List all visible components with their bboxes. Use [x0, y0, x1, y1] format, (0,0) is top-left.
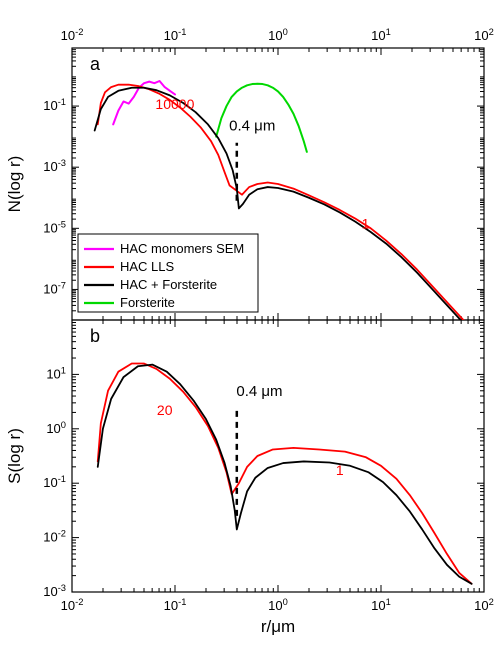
figure-svg: 10-210-110010110210-210-1100101102r/μm10… [0, 0, 502, 650]
annotation-a-2: 0.4 μm [229, 118, 275, 135]
annotation-b-2: 0.4 μm [236, 383, 282, 400]
annotation-a-1: 1 [362, 215, 370, 231]
annotation-b-1: 1 [336, 462, 344, 478]
annotation-a-0: 10000 [155, 96, 194, 112]
legend: HAC monomers SEM HAC LLS HAC + Forsterite F… [78, 234, 258, 312]
panel-letter-a: a [90, 54, 101, 74]
x-axis-label: r/μm [261, 617, 295, 636]
legend-label: HAC + Forsterite [120, 277, 217, 292]
legend-label: HAC monomers SEM [120, 241, 244, 256]
legend-label: HAC LLS [120, 259, 175, 274]
panel-letter-b: b [90, 326, 100, 346]
legend-label: Forsterite [120, 295, 175, 310]
figure-container: 10-210-110010110210-210-1100101102r/μm10… [0, 0, 502, 650]
y-axis-label-b: S(log r) [5, 428, 24, 484]
y-axis-label-a: N(log r) [5, 156, 24, 213]
annotation-b-0: 20 [157, 402, 173, 418]
